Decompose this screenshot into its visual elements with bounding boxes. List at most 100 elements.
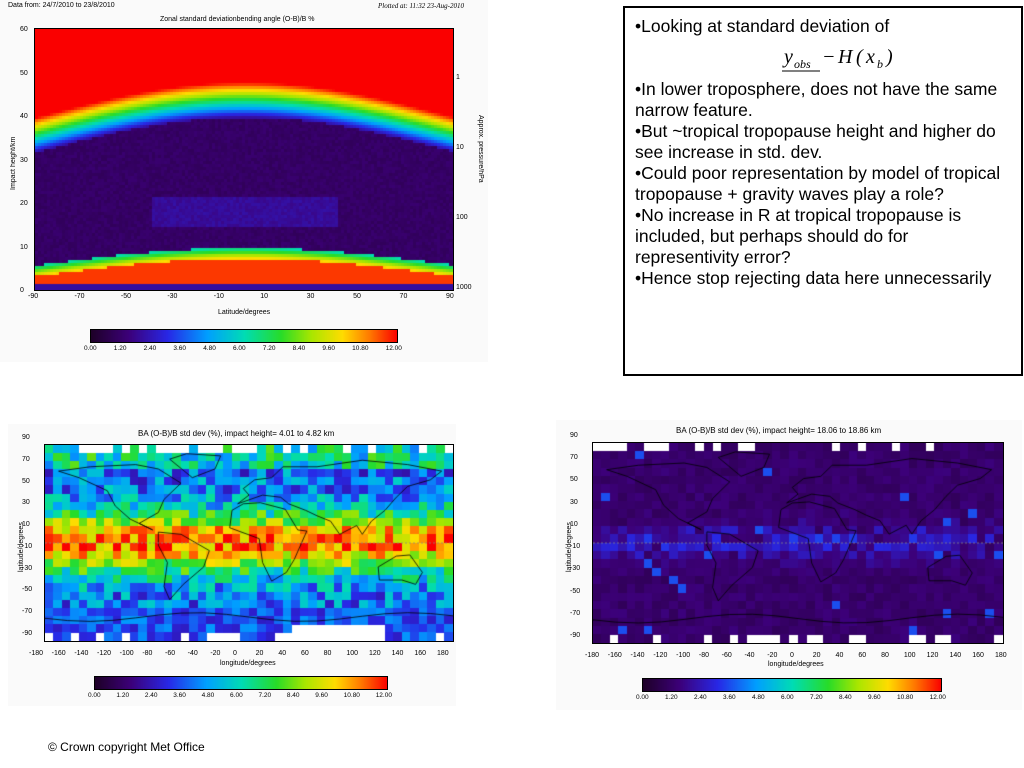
colorbar-tick: 7.20 xyxy=(262,345,276,352)
zonal-x-tick: -30 xyxy=(167,293,178,300)
colorbar-tick: 3.60 xyxy=(173,692,186,699)
plotted-at-note: Plotted at: 11:32 23-Aug-2010 xyxy=(378,2,464,10)
colorbar-tick: 10.80 xyxy=(897,694,914,701)
map-right-x-tick: 140 xyxy=(949,652,962,659)
map-high-height-figure: BA (O-B)/B std dev (%), impact height= 1… xyxy=(556,420,1022,710)
map-right-y-tick: -70 xyxy=(570,609,581,617)
map-right-x-tick: 20 xyxy=(812,652,821,659)
map-right-x-tick: -180 xyxy=(585,652,600,659)
map-left-x-tick: 140 xyxy=(391,650,404,657)
zonal-x-tick: -70 xyxy=(74,293,85,300)
map-left-x-tick: 160 xyxy=(414,650,427,657)
colorbar-tick: 0.00 xyxy=(636,694,649,701)
colorbar-tick: 1.20 xyxy=(665,694,678,701)
zonal-colorbar xyxy=(90,329,398,343)
colorbar-tick: 4.80 xyxy=(203,345,216,352)
colorbar-tick: 6.00 xyxy=(232,345,246,352)
svg-text:): ) xyxy=(885,46,893,68)
zonal-p-tick: 100 xyxy=(456,214,468,221)
map-left-x-tick: -80 xyxy=(142,650,153,657)
map-right-x-tick: 160 xyxy=(972,652,984,659)
map-left-y-tick: -70 xyxy=(22,608,33,616)
map-low-height-figure: BA (O-B)/B std dev (%), impact height= 4… xyxy=(8,424,456,706)
colorbar-tick: 9.60 xyxy=(868,694,881,701)
colorbar-tick: 3.60 xyxy=(723,694,736,701)
map-right-colorbar-ticks: 0.00 1.20 2.40 3.60 4.80 6.00 7.20 8.40 9.60 10.8… xyxy=(636,694,946,701)
zonal-y-tick: 0 xyxy=(20,287,24,294)
colorbar-tick: 12.00 xyxy=(929,694,946,701)
zonal-heatmap-canvas xyxy=(35,29,453,290)
map-right-y-tick: 50 xyxy=(570,476,578,484)
map-right-y-tick: -50 xyxy=(570,587,581,595)
zonal-x-tick: 10 xyxy=(260,293,269,300)
svg-text:b: b xyxy=(877,57,883,71)
map-left-x-tick: -60 xyxy=(165,650,176,657)
data-date-range: Data from: 24/7/2010 to 23/8/2010 xyxy=(8,2,115,9)
note-bullet-5: •Hence stop rejecting data here unnecess… xyxy=(635,268,992,288)
map-left-y-tick: -30 xyxy=(22,564,33,572)
colorbar-tick: 2.40 xyxy=(694,694,707,701)
svg-text:obs: obs xyxy=(794,57,811,71)
map-left-y-tick: -90 xyxy=(22,630,33,637)
map-left-y-tick: -10 xyxy=(22,542,33,550)
colorbar-tick: 8.40 xyxy=(292,345,306,352)
map-left-x-tick: 100 xyxy=(346,650,359,657)
map-right-colorbar xyxy=(642,678,942,692)
map-right-x-tick: -160 xyxy=(607,652,622,659)
colorbar-tick: 6.00 xyxy=(781,694,794,701)
map-right-title: BA (O-B)/B std dev (%), impact height= 1… xyxy=(676,426,882,435)
map-left-x-tick: -140 xyxy=(74,650,89,657)
zonal-x-tick: -90 xyxy=(28,293,39,300)
colorbar-tick: 1.20 xyxy=(113,345,127,352)
map-left-x-tick: -40 xyxy=(187,650,198,657)
map-left-y-tick: -50 xyxy=(22,586,33,594)
map-left-x-tick: 40 xyxy=(278,650,287,657)
svg-text:x: x xyxy=(865,46,875,68)
svg-text:−: − xyxy=(822,46,836,68)
map-right-x-tick: 40 xyxy=(835,652,844,659)
zonal-p-tick: 1000 xyxy=(456,284,472,291)
colorbar-tick: 12.00 xyxy=(375,692,392,699)
map-right-x-axis-label: longitude/degrees xyxy=(768,661,824,668)
formula: y obs − H ( x b ) xyxy=(695,41,1011,73)
map-right-x-tick: 60 xyxy=(858,652,867,659)
copyright-footer: © Crown copyright Met Office xyxy=(48,740,205,754)
zonal-x-tick: -50 xyxy=(120,293,131,300)
zonal-x-axis-label: Latitude/degrees xyxy=(218,309,271,316)
note-bullet-2: •But ~tropical tropopause height and hig… xyxy=(635,121,996,162)
colorbar-tick: 2.40 xyxy=(143,345,157,352)
zonal-p-tick: 1 xyxy=(456,74,460,81)
zonal-y-tick: 50 xyxy=(20,69,28,77)
map-left-canvas xyxy=(45,445,453,641)
colorbar-tick: 7.20 xyxy=(810,694,823,701)
map-right-x-tick: 120 xyxy=(926,652,939,659)
colorbar-tick: 9.60 xyxy=(322,345,336,352)
map-right-y-tick: -30 xyxy=(570,565,581,573)
map-right-x-tick: -60 xyxy=(721,652,732,659)
map-left-x-tick: -180 xyxy=(29,650,44,657)
note-bullet-4: •No increase in R at tropical tropopause… xyxy=(635,205,962,267)
map-left-x-tick: 180 xyxy=(437,650,449,657)
map-right-y-tick: -90 xyxy=(570,632,581,639)
map-left-x-tick: 80 xyxy=(323,650,332,657)
zonal-y-axis-label: Impact height/km xyxy=(10,136,17,190)
zonal-y-tick: 30 xyxy=(20,156,28,164)
colorbar-tick: 12.00 xyxy=(385,345,402,352)
colorbar-tick: 6.00 xyxy=(230,692,243,699)
map-left-x-tick: -20 xyxy=(210,650,221,657)
colorbar-tick: 0.00 xyxy=(88,692,101,699)
map-right-x-tick: -100 xyxy=(676,652,691,659)
note-intro: •Looking at standard deviation of xyxy=(635,16,890,36)
map-right-x-tick: -140 xyxy=(630,652,645,659)
map-left-x-tick: 120 xyxy=(369,650,381,657)
map-left-y-tick: 10 xyxy=(22,521,30,529)
map-right-x-tick: 100 xyxy=(903,652,916,659)
map-left-x-tick: 0 xyxy=(233,650,237,657)
map-right-x-tick: -20 xyxy=(767,652,778,659)
map-left-y-tick: 90 xyxy=(22,434,30,441)
zonal-y-tick: 60 xyxy=(20,26,28,33)
map-right-x-tick: -80 xyxy=(698,652,709,659)
colorbar-tick: 3.60 xyxy=(173,345,187,352)
colorbar-tick: 8.40 xyxy=(286,692,300,699)
colorbar-tick: 7.20 xyxy=(258,692,272,699)
